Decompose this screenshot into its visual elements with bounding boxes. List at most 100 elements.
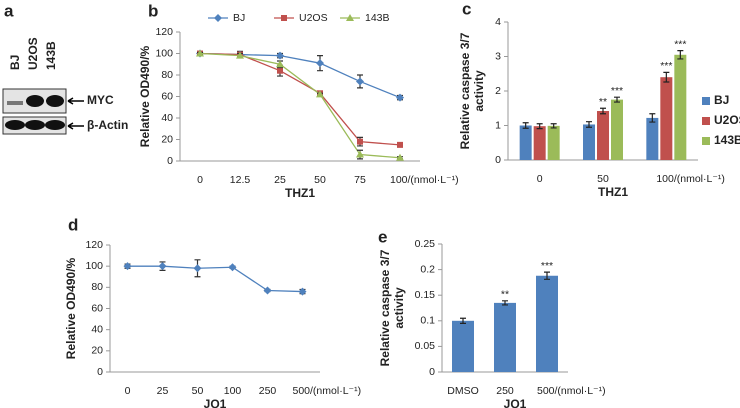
bar xyxy=(494,302,516,372)
y-tick-label: 100 xyxy=(155,47,173,59)
y-tick-label: 60 xyxy=(161,90,173,102)
bar xyxy=(674,54,687,160)
legend-label: BJ xyxy=(714,93,729,107)
marker xyxy=(281,15,287,21)
bar xyxy=(611,99,623,160)
error-bar xyxy=(586,121,592,128)
y-axis-title: activity xyxy=(392,287,406,329)
y-tick-label: 0 xyxy=(429,366,435,378)
band xyxy=(25,120,45,130)
line xyxy=(199,52,401,146)
significance-label: *** xyxy=(674,38,686,50)
y-tick-label: 0.1 xyxy=(420,315,435,327)
x-tick-label: 100/(nmol·L⁻¹) xyxy=(390,174,459,186)
panel-label: e xyxy=(378,227,387,246)
legend-swatch xyxy=(702,117,710,125)
significance-label: *** xyxy=(660,60,672,72)
chart: d 0 20 40 60 80 100 120 0 25 50 100 250 500/(nmol·L⁻¹… xyxy=(64,215,361,408)
y-tick-label: 80 xyxy=(91,281,103,293)
error-bar xyxy=(614,96,620,103)
error-bar xyxy=(536,123,543,130)
y-tick-label: 120 xyxy=(155,26,173,38)
y-tick-label: 20 xyxy=(161,133,173,145)
marker xyxy=(236,51,244,59)
bar xyxy=(533,126,546,160)
marker xyxy=(316,59,324,68)
error-bar xyxy=(522,122,529,129)
band xyxy=(46,95,64,107)
marker xyxy=(396,153,404,161)
marker xyxy=(396,93,404,102)
error-bar xyxy=(502,300,508,306)
bar xyxy=(646,117,659,160)
y-axis-title: Relative OD490/% xyxy=(138,45,152,147)
y-tick-label: 120 xyxy=(85,239,103,251)
marker xyxy=(276,51,284,60)
y-tick-label: 4 xyxy=(495,16,501,28)
significance-label: *** xyxy=(611,85,623,97)
panel-label: c xyxy=(462,0,471,18)
y-tick-label: 80 xyxy=(161,69,173,81)
legend-label: U2OS xyxy=(299,12,328,24)
error-bar xyxy=(544,271,550,280)
x-tick-label: 500/(nmol·L⁻¹) xyxy=(537,385,606,397)
panel-label: d xyxy=(68,215,78,234)
marker xyxy=(346,14,354,21)
significance-label: ** xyxy=(501,289,509,301)
marker xyxy=(196,49,204,57)
significance-label: *** xyxy=(541,260,553,272)
y-tick-label: 20 xyxy=(91,345,103,357)
panel-label: b xyxy=(148,1,158,20)
error-bar xyxy=(677,50,684,60)
y-tick-label: 60 xyxy=(91,302,103,314)
x-tick-label: 12.5 xyxy=(230,174,251,186)
bar xyxy=(536,275,558,372)
x-tick-label: 50 xyxy=(192,385,204,397)
x-tick-label: 50 xyxy=(314,174,326,186)
legend-label: BJ xyxy=(233,12,245,24)
y-axis-title: Relative caspase 3/7 xyxy=(378,249,392,366)
arrow xyxy=(67,122,84,130)
y-tick-label: 0 xyxy=(97,366,103,378)
x-axis-title: THZ1 xyxy=(598,185,628,199)
bar xyxy=(547,125,560,160)
y-tick-label: 3 xyxy=(495,50,501,62)
marker xyxy=(276,60,284,68)
x-tick-label: 0 xyxy=(125,385,131,397)
x-tick-label: 250 xyxy=(259,385,277,397)
y-tick-label: 0.05 xyxy=(415,340,436,352)
y-tick-label: 100 xyxy=(85,260,103,272)
y-tick-label: 0.15 xyxy=(415,289,436,301)
x-tick-label: 250 xyxy=(496,385,514,397)
band xyxy=(5,120,25,130)
y-tick-label: 0 xyxy=(167,155,173,167)
line xyxy=(127,265,303,293)
y-tick-label: 1 xyxy=(495,119,501,131)
band-label: MYC xyxy=(87,93,114,107)
panel-label: a xyxy=(4,1,14,20)
x-tick-label: 100/(nmol·L⁻¹) xyxy=(656,173,725,185)
marker xyxy=(298,287,307,296)
y-tick-label: 40 xyxy=(161,112,173,124)
y-axis-title: activity xyxy=(472,70,486,112)
marker xyxy=(356,77,364,86)
arrow xyxy=(67,97,84,105)
marker xyxy=(193,264,202,273)
marker xyxy=(214,14,222,22)
marker xyxy=(263,286,272,295)
lane-label: U2OS xyxy=(26,37,40,70)
bar xyxy=(597,111,609,160)
blot-panel: a BJ U2OS 143B MYC β-Actin xyxy=(2,1,128,135)
x-axis-title: THZ1 xyxy=(285,186,315,200)
marker xyxy=(397,141,403,148)
band xyxy=(26,95,44,107)
error-bar xyxy=(649,113,656,123)
x-tick-label: 500/(nmol·L⁻¹) xyxy=(293,385,362,397)
legend-swatch xyxy=(702,97,710,105)
x-tick-label: 0 xyxy=(537,173,543,185)
significance-label: ** xyxy=(599,96,607,108)
x-axis-title: JQ1 xyxy=(204,397,227,408)
legend-swatch xyxy=(702,137,710,145)
